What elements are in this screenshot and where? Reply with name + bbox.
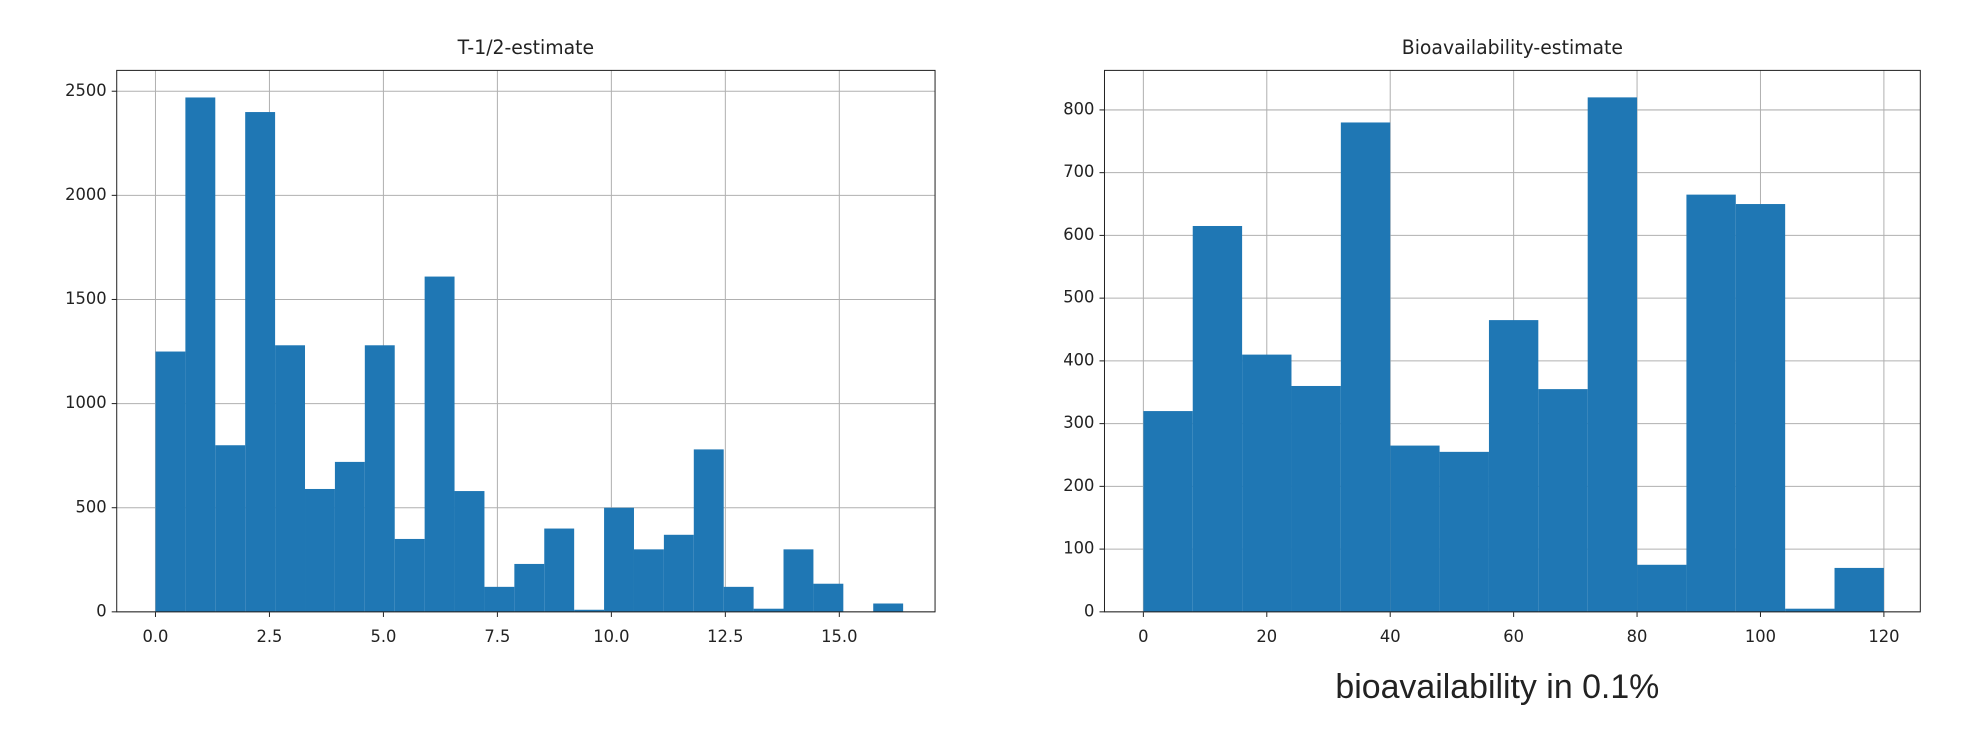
histogram-bar — [753, 608, 784, 612]
y-tick-label: 300 — [1063, 413, 1094, 432]
chart-title: Bioavailability-estimate — [1402, 37, 1623, 59]
histogram-bar — [1242, 354, 1292, 612]
histogram-bar — [424, 276, 455, 612]
y-tick-label: 700 — [1063, 162, 1094, 181]
x-tick-label: 12.5 — [707, 627, 743, 646]
histogram-bar — [873, 603, 904, 612]
histogram-bar — [1538, 389, 1588, 612]
y-tick-label: 1000 — [65, 393, 107, 412]
plot-frame — [1103, 69, 1921, 613]
histogram-bar — [334, 461, 365, 612]
histogram-bar — [1686, 194, 1736, 612]
histogram-bar — [454, 491, 485, 612]
histogram-bar — [1834, 567, 1884, 612]
x-tick-label: 2.5 — [256, 627, 282, 646]
histogram-bar — [663, 534, 694, 612]
y-tick-label: 1500 — [65, 289, 107, 308]
y-tick-label: 500 — [1063, 288, 1094, 307]
x-tick-label: 7.5 — [484, 627, 510, 646]
histogram-bar — [544, 528, 575, 612]
y-tick-label: 200 — [1063, 476, 1094, 495]
histogram-bar — [364, 345, 395, 612]
histogram-bar — [1488, 320, 1539, 612]
x-tick-label: 15.0 — [821, 627, 857, 646]
x-tick-label: 120 — [1868, 627, 1899, 646]
histogram-bar — [155, 351, 186, 612]
y-tick-label: 0 — [96, 601, 106, 620]
histogram-bar — [185, 97, 216, 612]
histogram-bar — [574, 609, 605, 612]
y-tick-label: 400 — [1063, 350, 1094, 369]
y-tick-label: 2500 — [65, 81, 107, 100]
histogram-bar — [1340, 122, 1391, 612]
histogram-bar — [215, 445, 246, 612]
x-tick-label: 5.0 — [370, 627, 396, 646]
x-tick-label: 80 — [1627, 627, 1648, 646]
x-tick-label: 10.0 — [593, 627, 629, 646]
histogram-bar — [693, 449, 724, 612]
histogram-bar — [1735, 204, 1786, 612]
histogram-bar — [1785, 608, 1835, 612]
histogram-bar — [1439, 451, 1489, 612]
annotation: bioavailability in 0.1% — [1335, 667, 1659, 705]
histogram-bar — [723, 586, 754, 612]
y-tick-label: 100 — [1063, 538, 1094, 557]
x-tick-label: 60 — [1503, 627, 1524, 646]
y-tick-label: 0 — [1084, 601, 1094, 620]
histogram-bar — [1143, 411, 1193, 612]
histogram-bar — [275, 345, 306, 612]
histogram-bar — [1291, 385, 1341, 612]
histogram-bar — [245, 112, 276, 612]
chart-title: T-1/2-estimate — [457, 37, 594, 59]
histogram-bar — [1192, 225, 1243, 612]
y-tick-label: 600 — [1063, 225, 1094, 244]
histogram-bar — [394, 538, 425, 612]
x-tick-label: 100 — [1745, 627, 1776, 646]
x-tick-label: 0.0 — [143, 627, 169, 646]
histogram-bar — [783, 549, 814, 612]
histogram-bar — [1390, 445, 1440, 612]
plot-frame — [116, 69, 936, 613]
histogram-bar — [633, 549, 664, 612]
histogram-bar — [813, 583, 844, 612]
y-tick-label: 800 — [1063, 99, 1094, 118]
x-tick-label: 40 — [1380, 627, 1401, 646]
x-tick-label: 20 — [1256, 627, 1277, 646]
x-tick-label: 0 — [1138, 627, 1148, 646]
y-tick-label: 2000 — [65, 185, 107, 204]
y-tick-label: 500 — [76, 497, 107, 516]
histogram-bar — [1637, 564, 1687, 612]
histogram-bar — [604, 507, 634, 612]
histogram-bar — [514, 563, 545, 612]
histogram-bar — [1587, 97, 1638, 612]
histogram-bar — [305, 488, 335, 612]
histogram-bar — [484, 586, 515, 612]
